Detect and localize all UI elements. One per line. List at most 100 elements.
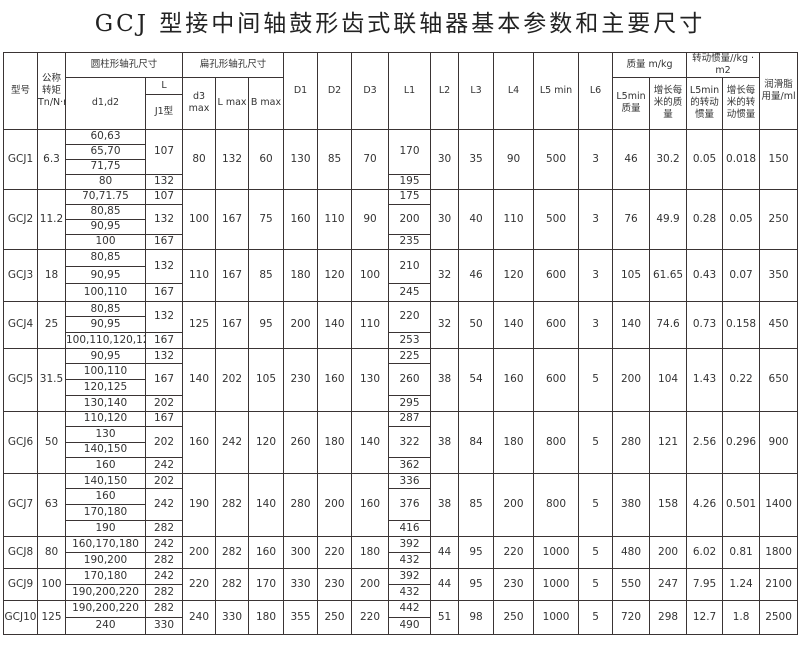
L6-cell: 3 [578,188,614,250]
m-cell: 380 [612,472,651,537]
table-row: 160 242 376 [4,488,798,521]
L-cell: 202 [144,394,184,412]
d1d2-cell: 80,85 [65,248,146,268]
L4-cell: 200 [493,472,535,537]
table-row: 140,150 [4,441,798,459]
L6-cell: 3 [578,248,614,302]
D2-cell: 160 [317,347,353,412]
d1d2-cell: 65,70 [65,143,146,160]
L1-cell: 210 [388,248,432,285]
model-cell: GCJ5 [3,347,38,412]
L6-cell: 3 [578,128,614,190]
L1-cell: 225 [388,347,432,365]
g-cell: 2100 [759,567,799,601]
D3-cell: 200 [351,567,390,601]
mm-cell: 61.65 [649,248,688,302]
Lmax-cell: 132 [215,128,250,190]
d1d2-cell: 170,180 [65,567,146,585]
d1d2-cell: 90,95 [65,218,146,235]
d3-cell: 160 [182,410,217,474]
table-row: 190,200,220 282 432 [4,583,798,601]
L5-cell: 600 [533,347,580,412]
header-D1: D1 [283,52,319,130]
m-cell: 76 [612,188,651,250]
L-cell: 132 [144,203,184,235]
table-row: GCJ5 31.5 90,95 132 140 202 105 230 160 130 225 38 5… [3,347,799,412]
mm-cell: 200 [649,535,688,569]
L-cell: 282 [144,519,184,537]
j-cell: 0.28 [686,188,724,250]
g-cell: 650 [759,347,799,412]
d1d2-cell: 130 [65,426,146,443]
L4-cell: 180 [493,410,535,474]
L1-cell: 362 [388,457,432,474]
L5-cell: 800 [533,472,580,537]
header-d3max: d3 max [182,76,217,130]
parameter-table: 型号 公称转矩Tn/N·m 圆柱形轴孔尺寸 扁孔形轴孔尺寸 D1 D2 D3 L… [3,52,799,635]
table-row: GCJ8 80 160,170,180 242 200 282 160 300 220 180 39… [3,535,799,569]
d1d2-cell: 160 [65,457,146,474]
L3-cell: 50 [458,300,495,349]
mm-cell: 30.2 [649,128,688,190]
L1-cell: 392 [388,535,432,553]
D1-cell: 130 [283,128,319,190]
d1d2-cell: 70,71.75 [65,188,146,205]
Lmax-cell: 167 [215,300,250,349]
model-cell: GCJ2 [3,188,38,250]
header-cyl-bore: 圆柱形轴孔尺寸 [64,52,184,78]
g-cell: 350 [759,248,799,302]
L-cell: 107 [144,188,184,205]
L4-cell: 230 [493,567,535,601]
m-cell: 480 [612,535,651,569]
D3-cell: 160 [351,472,390,537]
d1d2-cell: 100,110 [65,363,146,381]
D2-cell: 110 [317,188,353,250]
header-L5min: L5 min [533,52,580,130]
header-torque: 公称转矩Tn/N·m [37,52,66,130]
torque-cell: 50 [37,410,66,474]
D2-cell: 230 [317,567,353,601]
model-cell: GCJ4 [3,300,38,349]
L3-cell: 40 [458,188,495,250]
jm-cell: 0.07 [722,248,761,302]
table-row: 190,200 282 432 [4,551,798,569]
jm-cell: 1.8 [722,599,761,635]
header-Bmax: B max [248,76,285,130]
L-cell: 167 [144,233,184,250]
table-row: GCJ7 63 140,150 202 190 282 140 280 200 160 336 38 8… [3,472,799,537]
D1-cell: 330 [283,567,319,601]
model-cell: GCJ8 [3,535,38,569]
Lmax-cell: 330 [215,599,250,635]
d1d2-cell: 140,150 [65,441,146,459]
L5-cell: 500 [533,188,580,250]
g-cell: 1800 [759,535,799,569]
d1d2-cell: 170,180 [65,504,146,521]
j-cell: 0.43 [686,248,724,302]
d1d2-cell: 140,150 [65,472,146,490]
B-cell: 120 [248,410,285,474]
model-cell: GCJ3 [3,248,38,302]
Lmax-cell: 282 [215,472,250,537]
torque-cell: 11.2 [37,188,66,250]
table-row: GCJ6 50 110,120 167 160 242 120 260 180 140 287 38 8… [3,410,799,474]
L1-cell: 175 [388,188,432,205]
Lmax-cell: 242 [215,410,250,474]
torque-cell: 100 [37,567,66,601]
L2-cell: 51 [430,599,460,635]
d3-cell: 125 [182,300,217,349]
torque-cell: 25 [37,300,66,349]
d1d2-cell: 190,200,220 [65,599,146,618]
header-inertia-per-m: 增长每米的转动惯量 [722,76,761,130]
L3-cell: 46 [458,248,495,302]
L2-cell: 30 [430,188,460,250]
L2-cell: 32 [430,248,460,302]
mm-cell: 158 [649,472,688,537]
L1-cell: 195 [388,173,432,190]
L2-cell: 44 [430,535,460,569]
L6-cell: 5 [578,599,614,635]
B-cell: 105 [248,347,285,412]
L-cell: 167 [144,283,184,302]
L1-cell: 260 [388,363,432,396]
D1-cell: 355 [283,599,319,635]
